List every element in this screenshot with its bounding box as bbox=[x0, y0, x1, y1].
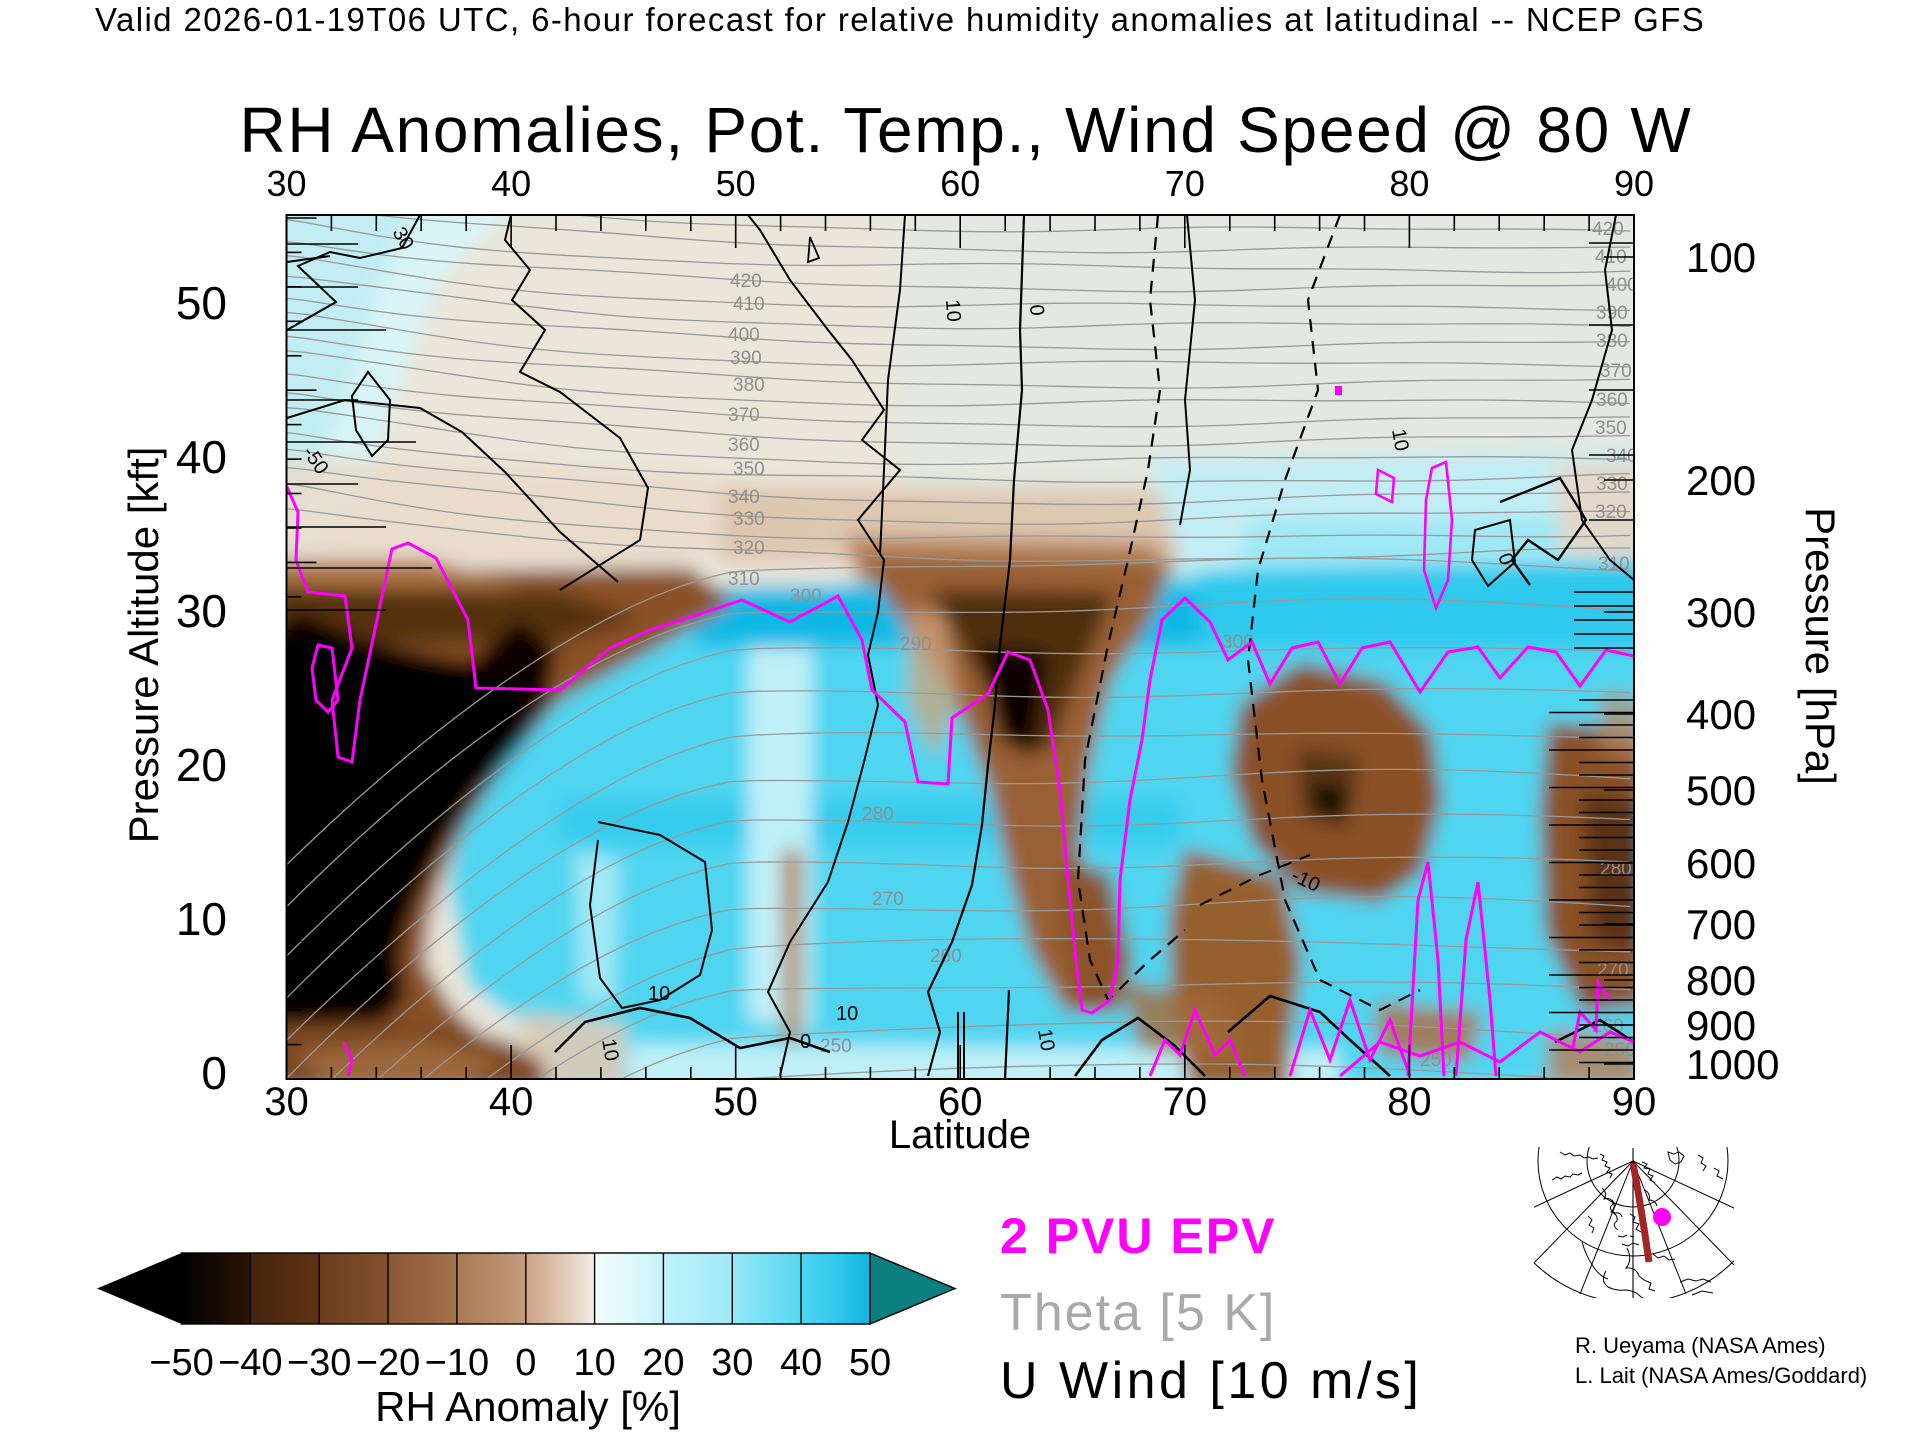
svg-text:320: 320 bbox=[1595, 502, 1627, 523]
svg-text:1000: 1000 bbox=[1686, 1041, 1779, 1088]
svg-text:10: 10 bbox=[836, 1003, 858, 1025]
svg-text:R. Ueyama (NASA Ames): R. Ueyama (NASA Ames) bbox=[1575, 1333, 1826, 1358]
svg-text:80: 80 bbox=[1387, 1080, 1432, 1124]
svg-text:300: 300 bbox=[1686, 589, 1756, 636]
svg-text:700: 700 bbox=[1686, 901, 1756, 948]
svg-text:U Wind [10 m/s]: U Wind [10 m/s] bbox=[1000, 1352, 1422, 1410]
svg-text:340: 340 bbox=[728, 487, 760, 508]
svg-text:40: 40 bbox=[491, 163, 531, 204]
svg-text:200: 200 bbox=[1686, 457, 1756, 504]
svg-text:70: 70 bbox=[1163, 1080, 1208, 1124]
svg-text:900: 900 bbox=[1686, 1002, 1756, 1049]
svg-text:Pressure Altitude [kft]: Pressure Altitude [kft] bbox=[120, 447, 167, 844]
svg-text:Latitude: Latitude bbox=[889, 1113, 1031, 1157]
svg-text:390: 390 bbox=[1596, 303, 1628, 324]
svg-text:360: 360 bbox=[728, 435, 760, 456]
svg-text:40: 40 bbox=[489, 1080, 534, 1124]
svg-text:400: 400 bbox=[1686, 691, 1756, 738]
svg-text:340: 340 bbox=[1606, 446, 1638, 467]
svg-text:−10: −10 bbox=[425, 1342, 489, 1384]
svg-text:320: 320 bbox=[733, 538, 765, 559]
svg-text:10: 10 bbox=[176, 893, 227, 945]
svg-text:−30: −30 bbox=[287, 1342, 351, 1384]
svg-text:290: 290 bbox=[900, 634, 932, 655]
svg-text:350: 350 bbox=[1595, 418, 1627, 439]
svg-text:600: 600 bbox=[1686, 840, 1756, 887]
svg-text:10: 10 bbox=[941, 299, 964, 323]
svg-text:310: 310 bbox=[728, 569, 760, 590]
svg-text:360: 360 bbox=[1596, 390, 1628, 411]
svg-text:20: 20 bbox=[176, 739, 227, 791]
svg-text:2 PVU EPV: 2 PVU EPV bbox=[1000, 1208, 1276, 1264]
svg-text:L. Lait (NASA Ames/Goddard): L. Lait (NASA Ames/Goddard) bbox=[1575, 1363, 1867, 1388]
svg-text:420: 420 bbox=[730, 271, 762, 292]
svg-text:300: 300 bbox=[790, 586, 822, 607]
svg-text:0: 0 bbox=[515, 1342, 536, 1384]
svg-text:90: 90 bbox=[1614, 163, 1654, 204]
svg-text:40: 40 bbox=[780, 1342, 822, 1384]
svg-text:500: 500 bbox=[1686, 767, 1756, 814]
svg-text:280: 280 bbox=[862, 804, 894, 825]
svg-text:30: 30 bbox=[176, 585, 227, 637]
svg-text:30: 30 bbox=[266, 163, 306, 204]
svg-text:60: 60 bbox=[938, 1080, 983, 1124]
svg-text:800: 800 bbox=[1686, 957, 1756, 1004]
svg-text:50: 50 bbox=[176, 277, 227, 329]
svg-text:370: 370 bbox=[1600, 361, 1632, 382]
svg-text:390: 390 bbox=[730, 348, 762, 369]
svg-text:330: 330 bbox=[1596, 474, 1628, 495]
svg-text:0: 0 bbox=[800, 1031, 811, 1053]
svg-text:80: 80 bbox=[1389, 163, 1429, 204]
svg-text:400: 400 bbox=[728, 325, 760, 346]
svg-text:60: 60 bbox=[940, 163, 980, 204]
svg-text:370: 370 bbox=[728, 405, 760, 426]
svg-text:−20: −20 bbox=[356, 1342, 420, 1384]
svg-text:70: 70 bbox=[1165, 163, 1205, 204]
svg-text:410: 410 bbox=[733, 294, 765, 315]
svg-text:50: 50 bbox=[849, 1342, 891, 1384]
svg-text:250: 250 bbox=[820, 1036, 852, 1057]
svg-text:30: 30 bbox=[711, 1342, 753, 1384]
svg-text:10: 10 bbox=[597, 1037, 623, 1063]
svg-text:0: 0 bbox=[201, 1047, 227, 1099]
svg-text:0: 0 bbox=[1025, 304, 1048, 317]
svg-text:40: 40 bbox=[176, 431, 227, 483]
svg-text:330: 330 bbox=[733, 509, 765, 530]
svg-text:Valid 2026-01-19T06 UTC, 6-hou: Valid 2026-01-19T06 UTC, 6-hour forecast… bbox=[95, 1, 1705, 38]
svg-text:100: 100 bbox=[1686, 234, 1756, 281]
svg-text:50: 50 bbox=[716, 163, 756, 204]
svg-text:380: 380 bbox=[1596, 331, 1628, 352]
svg-text:400: 400 bbox=[1606, 275, 1638, 296]
svg-text:90: 90 bbox=[1612, 1080, 1657, 1124]
svg-text:10: 10 bbox=[1387, 427, 1413, 453]
svg-text:Theta [5 K]: Theta [5 K] bbox=[1000, 1284, 1276, 1342]
svg-text:50: 50 bbox=[713, 1080, 758, 1124]
svg-text:20: 20 bbox=[642, 1342, 684, 1384]
svg-text:380: 380 bbox=[733, 375, 765, 396]
svg-text:RH Anomalies, Pot. Temp., Wind: RH Anomalies, Pot. Temp., Wind Speed @ 8… bbox=[239, 94, 1692, 166]
svg-text:Pressure [hPa]: Pressure [hPa] bbox=[1797, 507, 1844, 785]
svg-text:RH Anomaly [%]: RH Anomaly [%] bbox=[375, 1383, 681, 1430]
svg-text:10: 10 bbox=[1033, 1027, 1059, 1053]
svg-text:270: 270 bbox=[872, 889, 904, 910]
svg-text:10: 10 bbox=[648, 983, 670, 1005]
svg-text:350: 350 bbox=[733, 459, 765, 480]
svg-text:10: 10 bbox=[573, 1342, 615, 1384]
svg-text:420: 420 bbox=[1592, 219, 1624, 240]
svg-text:30: 30 bbox=[264, 1080, 309, 1124]
svg-text:−40: −40 bbox=[218, 1342, 282, 1384]
svg-text:−50: −50 bbox=[149, 1342, 213, 1384]
